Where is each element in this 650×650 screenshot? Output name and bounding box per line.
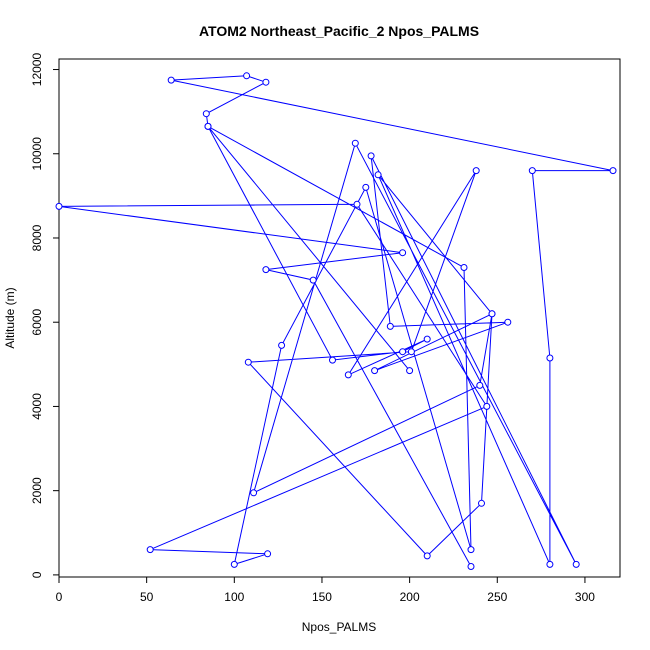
data-point (250, 489, 258, 497)
data-point (399, 348, 407, 356)
data-point (374, 171, 382, 179)
data-point (264, 550, 272, 558)
y-tick-label: 2000 (30, 477, 44, 504)
y-tick-label: 10000 (30, 137, 44, 171)
data-point (423, 552, 431, 560)
data-point (609, 167, 617, 175)
x-tick-label: 50 (140, 590, 154, 604)
data-point (244, 358, 252, 366)
data-point (204, 122, 212, 130)
data-point (528, 167, 536, 175)
x-tick-label: 200 (400, 590, 420, 604)
data-point (262, 78, 270, 86)
data-point (504, 318, 512, 326)
x-tick-label: 300 (575, 590, 595, 604)
data-point (467, 563, 475, 570)
data-point (483, 402, 491, 410)
data-point (407, 348, 415, 356)
data-series (55, 72, 617, 570)
data-point (386, 322, 394, 330)
data-point (467, 546, 475, 554)
y-tick-label: 4000 (30, 393, 44, 420)
x-axis: 0 50 100 150 200 250 300 (56, 577, 595, 604)
data-point (202, 110, 210, 118)
data-point (55, 202, 63, 210)
data-point (546, 560, 554, 568)
x-tick-label: 100 (224, 590, 244, 604)
x-axis-label: Npos_PALMS (302, 620, 376, 634)
data-point (146, 546, 154, 554)
y-axis-label: Altitude (m) (3, 287, 17, 348)
data-point (344, 371, 352, 379)
data-point (472, 167, 480, 175)
data-point (367, 152, 375, 160)
data-point (262, 266, 270, 274)
data-point (371, 367, 379, 375)
data-point (460, 264, 468, 271)
y-axis: 0 2000 4000 6000 8000 10000 12000 (30, 53, 59, 578)
y-tick-label: 6000 (30, 309, 44, 336)
data-point (167, 76, 175, 84)
data-point (546, 354, 554, 362)
data-point (488, 310, 496, 318)
y-tick-label: 8000 (30, 224, 44, 251)
data-point (423, 335, 431, 343)
data-point (572, 560, 580, 568)
data-point (278, 341, 286, 349)
plot-frame (58, 58, 621, 578)
data-point (362, 183, 370, 191)
chart-title: ATOM2 Northeast_Pacific_2 Npos_PALMS (199, 23, 479, 39)
data-point (476, 381, 484, 389)
data-point (406, 367, 414, 375)
data-point (353, 200, 361, 208)
data-point (243, 72, 251, 80)
y-tick-label: 12000 (30, 53, 44, 87)
x-tick-label: 0 (56, 590, 63, 604)
x-tick-label: 250 (487, 590, 507, 604)
data-point (399, 249, 407, 257)
data-point (351, 139, 359, 147)
data-point (329, 356, 336, 364)
y-tick-label: 0 (30, 571, 44, 578)
x-tick-label: 150 (312, 590, 332, 604)
data-point (478, 499, 485, 507)
series-line (58, 75, 614, 567)
data-point (309, 276, 317, 284)
data-point (230, 560, 238, 568)
